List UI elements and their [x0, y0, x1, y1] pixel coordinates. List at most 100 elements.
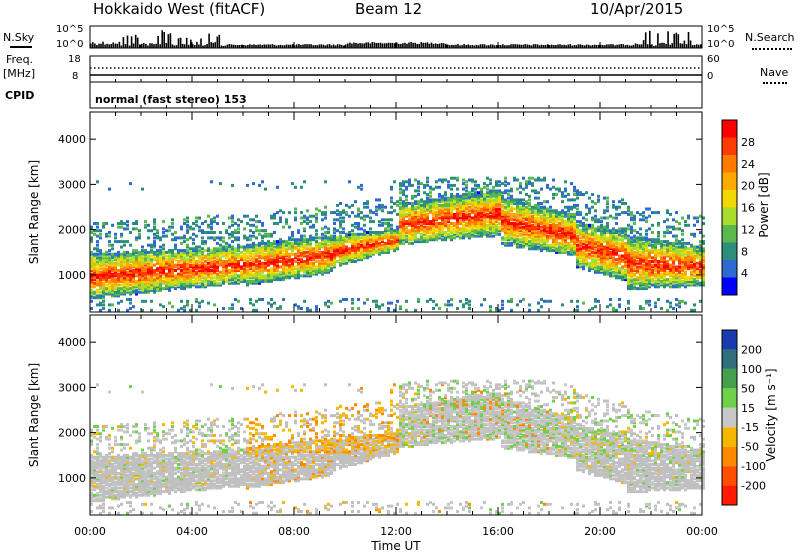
- power-cell: [576, 238, 579, 242]
- power-cell: [219, 283, 222, 287]
- power-cell: [582, 267, 585, 271]
- power-cell: [399, 211, 402, 215]
- power-cell: [612, 231, 615, 234]
- power-cell: [165, 258, 168, 262]
- power-cell: [555, 220, 558, 224]
- power-cell: [546, 229, 549, 233]
- power-cell: [615, 258, 618, 262]
- power-cell: [648, 254, 651, 258]
- power-cell: [108, 285, 111, 289]
- power-cell: [126, 287, 129, 291]
- power-cell: [294, 207, 297, 211]
- power-cell: [384, 222, 387, 225]
- power-cell: [558, 250, 561, 254]
- power-cell: [159, 279, 162, 283]
- power-cell: [507, 223, 510, 227]
- power-cell: [177, 278, 180, 282]
- power-cell: [420, 218, 423, 222]
- power-cell: [138, 278, 141, 282]
- power-cell: [366, 247, 369, 251]
- power-cell: [609, 250, 612, 254]
- power-cell: [615, 241, 618, 245]
- power-cell: [132, 265, 135, 269]
- power-cell: [126, 283, 129, 287]
- power-cell: [258, 263, 261, 267]
- power-cell: [564, 227, 567, 231]
- power-cell: [483, 232, 486, 236]
- power-cell: [117, 225, 120, 229]
- power-cell: [579, 261, 582, 265]
- power-cell: [528, 203, 531, 207]
- power-cell: [381, 243, 384, 247]
- power-cell: [627, 245, 630, 249]
- power-cell: [594, 214, 597, 218]
- power-cell: [222, 247, 225, 251]
- power-cell: [315, 308, 318, 312]
- power-cell: [498, 193, 501, 196]
- power-cell: [570, 236, 573, 240]
- power-cell: [132, 250, 135, 254]
- power-cell: [306, 243, 309, 247]
- power-cell: [450, 229, 453, 233]
- power-cell: [516, 205, 519, 209]
- power-cell: [369, 234, 372, 238]
- power-cell: [327, 258, 330, 262]
- power-cell: [450, 202, 453, 205]
- power-cell: [531, 241, 534, 245]
- power-cell: [309, 220, 312, 224]
- power-cell: [135, 288, 138, 292]
- power-cell: [186, 263, 189, 267]
- power-cell: [573, 229, 576, 233]
- power-cell: [315, 232, 318, 236]
- power-cell: [270, 303, 273, 307]
- power-cell: [633, 222, 636, 225]
- power-cell: [96, 261, 99, 265]
- power-cell: [249, 272, 252, 276]
- power-cell: [555, 227, 558, 231]
- power-cell: [468, 222, 471, 225]
- power-cell: [507, 234, 510, 238]
- power-cell: [477, 223, 480, 227]
- power-cell: [462, 303, 465, 307]
- power-cell: [438, 216, 441, 220]
- power-cell: [282, 272, 285, 276]
- power-cell: [129, 301, 132, 305]
- power-cell: [243, 279, 246, 283]
- nsky-bar: [367, 42, 369, 48]
- power-cell: [450, 214, 453, 218]
- power-cell: [267, 254, 270, 258]
- power-cell: [234, 252, 237, 256]
- power-cell: [495, 191, 498, 195]
- nsky-bar: [540, 44, 543, 48]
- power-cell: [642, 214, 645, 218]
- power-cell: [480, 200, 483, 204]
- power-cell: [426, 205, 429, 209]
- nsky-bar: [438, 43, 441, 48]
- power-cell: [561, 241, 564, 245]
- nsky-bar: [455, 44, 457, 48]
- power-cell: [648, 299, 651, 303]
- power-cell: [267, 274, 270, 278]
- nsky-tick-bottom: 10^0: [56, 39, 84, 50]
- nsky-bar: [440, 42, 443, 48]
- power-cell: [630, 287, 633, 291]
- power-cell: [588, 234, 591, 238]
- power-cell: [297, 245, 300, 249]
- power-cell: [297, 229, 300, 233]
- power-cell: [285, 276, 288, 280]
- power-cell: [414, 178, 417, 182]
- power-cell: [618, 227, 621, 231]
- power-cell: [606, 196, 609, 200]
- power-cell: [114, 263, 117, 267]
- power-cell: [138, 290, 141, 294]
- power-cell: [297, 274, 300, 278]
- power-cell: [519, 202, 522, 205]
- power-cell: [444, 193, 447, 196]
- power-cell: [90, 307, 93, 310]
- power-cell: [525, 212, 528, 216]
- power-cell: [417, 182, 420, 186]
- power-cell: [129, 267, 132, 271]
- power-cell: [252, 223, 255, 227]
- power-cell: [96, 296, 99, 300]
- power-cell: [90, 261, 93, 265]
